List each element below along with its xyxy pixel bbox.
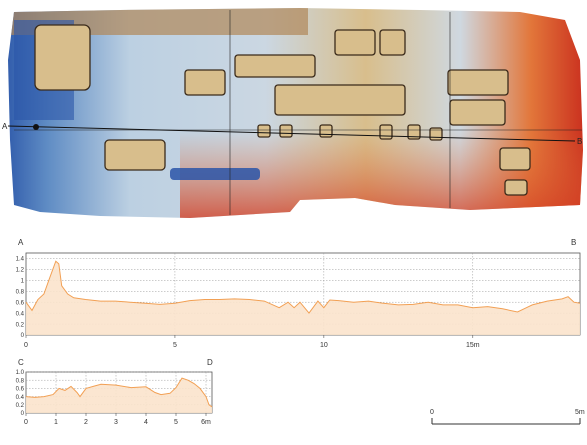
- chart-cd-corner-label-left: C: [18, 358, 24, 367]
- chart-cd-corner-label-right: D: [207, 358, 213, 367]
- scale-bar-right-label: 5m: [575, 409, 585, 416]
- y-tick-label: 0: [21, 411, 25, 417]
- scale-bar-left-label: 0: [430, 409, 434, 416]
- chart-ab-corner-label-left: A: [18, 238, 24, 247]
- stone-blocks: [34, 24, 531, 196]
- y-tick-label: 0.6: [16, 300, 25, 306]
- y-tick-label: 0.6: [16, 387, 25, 393]
- section-marker-a: A: [2, 122, 8, 131]
- chart-ab-area: [25, 260, 581, 335]
- y-tick-label: 0.8: [16, 378, 25, 384]
- profile-chart-ab: 0 0.2 0.4 0.6 0.8 1 1.2 1.4 0 5 10 15m A B: [16, 238, 581, 349]
- y-tick-label: 0.2: [16, 322, 25, 328]
- y-tick-label: 0.4: [16, 395, 25, 401]
- profile-chart-cd: 0 0.2 0.4 0.6 0.8 1.0 0 1 2 3 4 5 6m C D: [16, 358, 213, 426]
- y-tick-label: 1.0: [16, 370, 25, 376]
- y-tick-label: 0.8: [16, 289, 25, 295]
- x-tick-label: 15m: [466, 342, 480, 349]
- profile-area-fill: [26, 261, 580, 335]
- section-start-marker: [33, 124, 39, 130]
- map-blue-channel: [170, 168, 260, 180]
- section-line-ab: [7, 125, 576, 142]
- x-tick-label: 6m: [201, 419, 211, 426]
- x-tick-label: 0: [24, 342, 28, 349]
- y-tick-label: 0.4: [16, 311, 25, 317]
- chart-ab-ticks: 0 0.2 0.4 0.6 0.8 1 1.2 1.4 0 5 10 15m: [16, 257, 480, 349]
- profile-area-fill: [26, 378, 212, 413]
- section-marker-b: B: [577, 137, 582, 146]
- x-tick-label: 3: [114, 419, 118, 426]
- y-tick-label: 0.2: [16, 403, 25, 409]
- map-grid: [14, 10, 582, 215]
- x-tick-label: 10: [320, 342, 328, 349]
- x-tick-label: 2: [84, 419, 88, 426]
- profile-line: [25, 377, 213, 408]
- x-tick-label: 0: [24, 419, 28, 426]
- elevation-map: A B: [2, 8, 583, 218]
- scale-bar: 0 5m: [430, 409, 585, 425]
- y-tick-label: 1.4: [16, 257, 25, 263]
- x-tick-label: 5: [174, 419, 178, 426]
- y-tick-label: 1: [21, 279, 25, 285]
- x-tick-label: 1: [54, 419, 58, 426]
- chart-cd-area: [25, 377, 213, 413]
- x-tick-label: 5: [173, 342, 177, 349]
- y-tick-label: 0: [21, 333, 25, 339]
- chart-cd-ticks: 0 0.2 0.4 0.6 0.8 1.0 0 1 2 3 4 5 6m: [16, 370, 211, 426]
- chart-ab-corner-label-right: B: [571, 238, 576, 247]
- x-tick-label: 4: [144, 419, 148, 426]
- y-tick-label: 1.2: [16, 268, 25, 274]
- profile-line: [25, 260, 581, 314]
